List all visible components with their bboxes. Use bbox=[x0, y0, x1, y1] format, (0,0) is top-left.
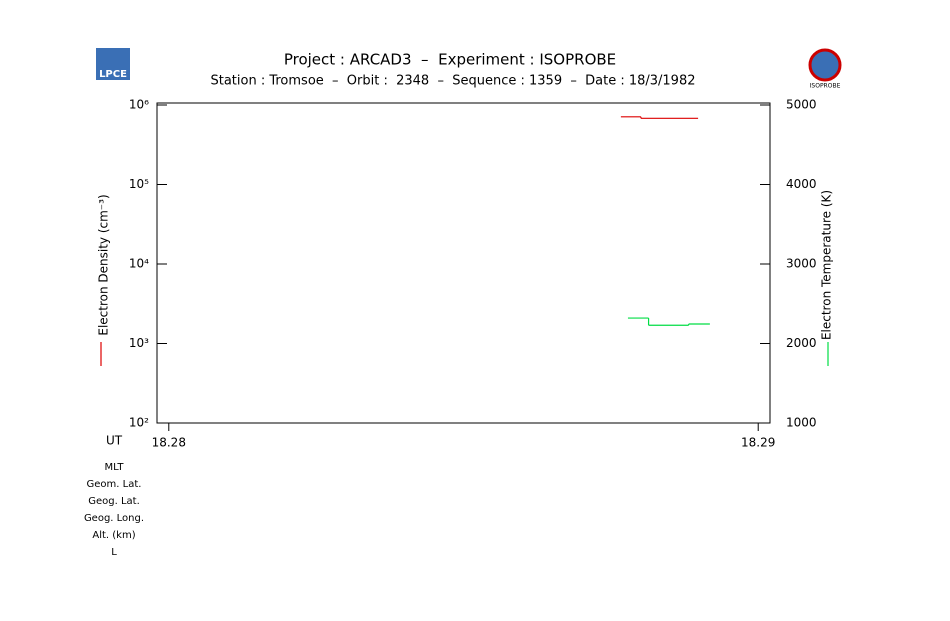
y2-tick-label: 2000 bbox=[786, 336, 817, 350]
y-tick-label: 10⁴ bbox=[129, 257, 149, 271]
y-tick-label: 10³ bbox=[129, 336, 149, 350]
y-tick-label: 10⁶ bbox=[129, 98, 149, 112]
y2-tick-label: 4000 bbox=[786, 177, 817, 191]
logo-right: ISOPROBE bbox=[810, 83, 841, 90]
y2-tick-label: 1000 bbox=[786, 416, 817, 430]
x-tick-label: 18.29 bbox=[741, 436, 775, 450]
y2-axis-label: Electron Temperature (K) bbox=[820, 190, 834, 340]
y-axis-label: Electron Density (cm⁻³) bbox=[97, 194, 111, 335]
x-tick-label: 18.28 bbox=[152, 436, 186, 450]
chart-subtitle: Station : Tromsoe – Orbit : 2348 – Seque… bbox=[210, 74, 695, 89]
y2-tick-label: 3000 bbox=[786, 257, 817, 271]
row-label: L bbox=[111, 547, 117, 558]
plot-frame bbox=[156, 102, 771, 424]
y2-tick-label: 5000 bbox=[786, 98, 817, 112]
row-label: Alt. (km) bbox=[92, 530, 135, 541]
row-label: Geom. Lat. bbox=[87, 479, 142, 490]
logo-right-icon bbox=[808, 48, 842, 82]
y-tick-label: 10⁵ bbox=[129, 177, 149, 191]
y-tick-label: 10² bbox=[129, 416, 149, 430]
row-label: MLT bbox=[105, 462, 125, 473]
logo-left-box bbox=[96, 48, 130, 80]
row-label: Geog. Lat. bbox=[88, 496, 140, 507]
logo-left: LPCE bbox=[99, 69, 127, 80]
row-label: Geog. Long. bbox=[84, 513, 144, 524]
x-axis-label: UT bbox=[106, 434, 123, 448]
chart-title: Project : ARCAD3 – Experiment : ISOPROBE bbox=[284, 51, 616, 69]
